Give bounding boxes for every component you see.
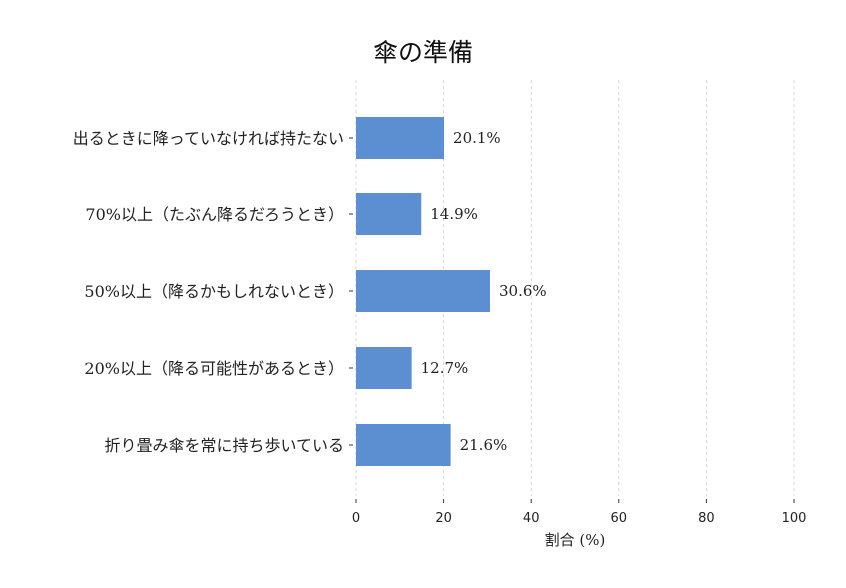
value-label-3: 30.6% bbox=[499, 282, 547, 300]
x-axis-ticks: 0 20 40 60 80 100 bbox=[352, 499, 807, 526]
value-label-4: 12.7% bbox=[421, 359, 469, 377]
chart-title: 傘の準備 bbox=[373, 38, 473, 67]
category-label-3: 50%以上（降るかもしれないとき） bbox=[84, 282, 344, 301]
x-axis-label: 割合 (%) bbox=[545, 531, 606, 549]
x-tick-label-0: 0 bbox=[352, 511, 360, 526]
x-tick-label-40: 40 bbox=[523, 511, 540, 526]
category-label-1: 出るときに降っていなければ持たない bbox=[73, 129, 344, 148]
category-label-2: 70%以上（たぶん降るだろうとき） bbox=[85, 205, 344, 224]
bar-3 bbox=[356, 270, 491, 312]
category-label-5: 折り畳み傘を常に持ち歩いている bbox=[104, 436, 344, 455]
x-tick-label-80: 80 bbox=[698, 511, 715, 526]
x-tick-label-60: 60 bbox=[611, 511, 628, 526]
value-labels: 20.1% 14.9% 30.6% 12.7% 21.6% bbox=[421, 129, 547, 454]
value-label-5: 21.6% bbox=[460, 436, 508, 454]
bar-1 bbox=[356, 117, 445, 159]
bar-4 bbox=[356, 347, 412, 389]
category-labels: 出るときに降っていなければ持たない 70%以上（たぶん降るだろうとき） 50%以上（… bbox=[73, 129, 353, 455]
bar-5 bbox=[356, 424, 451, 466]
value-label-1: 20.1% bbox=[453, 129, 501, 147]
category-label-4: 20%以上（降る可能性があるとき） bbox=[84, 359, 344, 378]
value-label-2: 14.9% bbox=[430, 205, 478, 223]
bar-2 bbox=[356, 193, 422, 235]
x-tick-label-100: 100 bbox=[782, 511, 807, 526]
bars bbox=[356, 117, 491, 466]
x-tick-label-20: 20 bbox=[435, 511, 452, 526]
